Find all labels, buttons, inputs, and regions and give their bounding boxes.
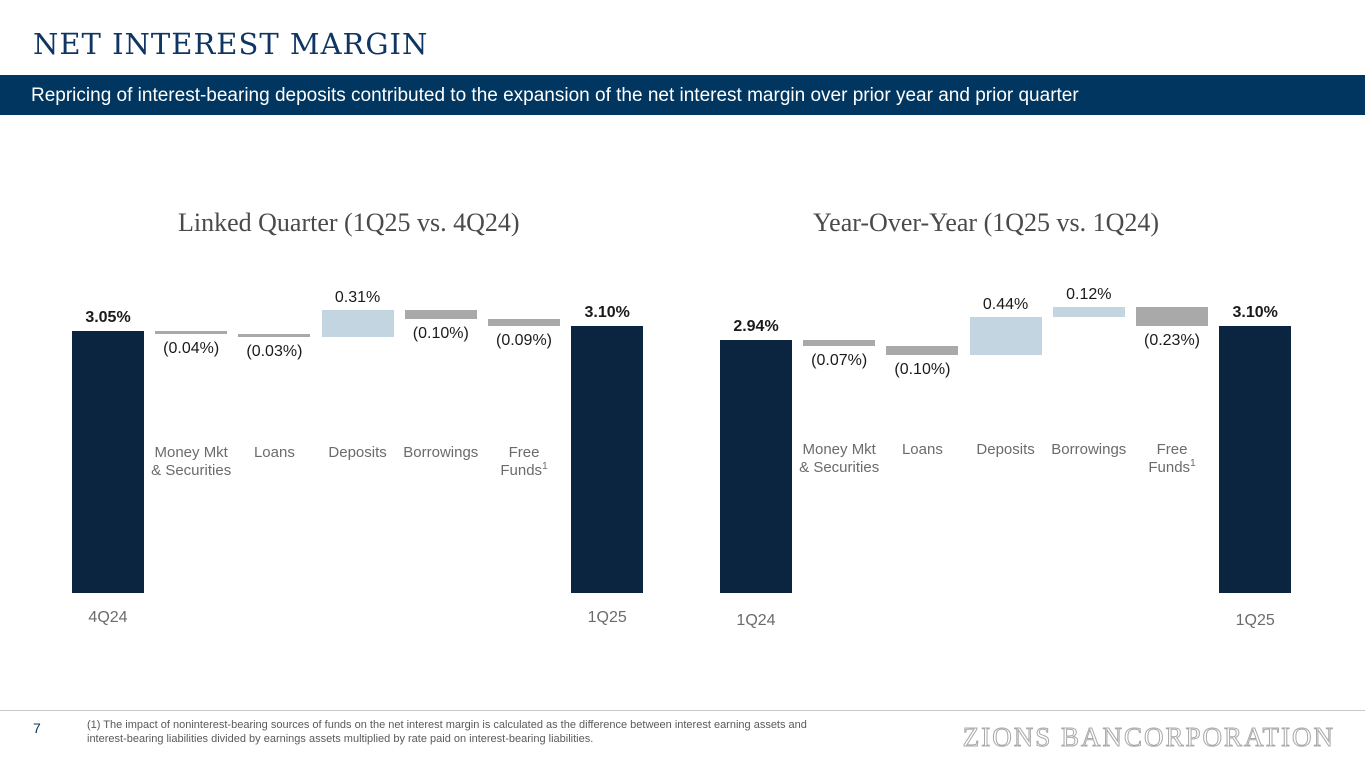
step-bar bbox=[969, 316, 1042, 355]
step-value-label: (0.03%) bbox=[246, 343, 303, 361]
step-category-label: Free Funds1 bbox=[500, 444, 548, 479]
end-total-axis-label: 1Q25 bbox=[1235, 612, 1275, 629]
step-value-label: (0.10%) bbox=[894, 360, 951, 378]
step-category-label: Money Mkt & Securities bbox=[151, 444, 232, 479]
end-total-bar bbox=[571, 326, 644, 593]
step-category-label: Borrowings bbox=[403, 444, 479, 461]
step-category-label: Borrowings bbox=[1051, 441, 1127, 458]
start-total-bar bbox=[72, 330, 144, 593]
step-bar bbox=[155, 330, 228, 335]
step-value-label: 0.12% bbox=[1066, 285, 1112, 303]
step-category-label: Loans bbox=[901, 441, 943, 458]
start-total-value-label: 2.94% bbox=[733, 318, 779, 336]
start-total-value-label: 3.05% bbox=[85, 308, 131, 326]
chart-title-year-over-year: Year-Over-Year (1Q25 vs. 1Q24) bbox=[813, 208, 1160, 237]
start-total-axis-label: 1Q24 bbox=[736, 612, 776, 629]
footnote-marker: 1 bbox=[1190, 458, 1196, 469]
step-bar bbox=[404, 310, 477, 319]
step-value-label: (0.23%) bbox=[1143, 332, 1201, 350]
step-bar bbox=[488, 318, 560, 327]
footnote-marker: 1 bbox=[542, 461, 548, 472]
step-bar bbox=[1052, 306, 1125, 317]
footer-divider bbox=[0, 710, 1365, 711]
step-value-label: (0.10%) bbox=[412, 324, 469, 342]
step-category-label: Money Mkt & Securities bbox=[799, 441, 880, 476]
step-value-label: (0.07%) bbox=[811, 352, 868, 370]
step-category-label: Free Funds1 bbox=[1148, 441, 1196, 476]
step-bar bbox=[321, 310, 394, 337]
step-category-label: Loans bbox=[253, 444, 295, 461]
start-total-bar bbox=[720, 340, 792, 593]
subtitle-banner: Repricing of interest-bearing deposits c… bbox=[0, 75, 1365, 115]
banner-text: Repricing of interest-bearing deposits c… bbox=[31, 85, 1079, 106]
step-bar bbox=[886, 346, 959, 355]
step-bar bbox=[803, 340, 876, 347]
end-total-axis-label: 1Q25 bbox=[587, 609, 627, 626]
step-bar bbox=[238, 334, 311, 338]
chart-title-linked-quarter: Linked Quarter (1Q25 vs. 4Q24) bbox=[178, 208, 520, 237]
end-total-value-label: 3.10% bbox=[1232, 304, 1278, 322]
footnote: (1) The impact of noninterest-bearing so… bbox=[87, 719, 807, 745]
start-total-axis-label: 4Q24 bbox=[88, 609, 128, 626]
end-total-value-label: 3.10% bbox=[584, 304, 630, 322]
end-total-bar bbox=[1219, 326, 1292, 593]
step-value-label: (0.09%) bbox=[495, 332, 553, 350]
step-category-label: Deposits bbox=[976, 441, 1035, 458]
step-category-label: Deposits bbox=[328, 444, 387, 461]
page-number: 7 bbox=[33, 720, 41, 736]
step-value-label: 0.31% bbox=[334, 289, 381, 307]
step-value-label: (0.04%) bbox=[163, 340, 220, 358]
step-value-label: 0.44% bbox=[982, 295, 1029, 313]
step-bar bbox=[1136, 306, 1208, 327]
company-logo: ZIONS BANCORPORATION bbox=[962, 722, 1335, 753]
page-title: NET INTEREST MARGIN bbox=[33, 27, 429, 61]
